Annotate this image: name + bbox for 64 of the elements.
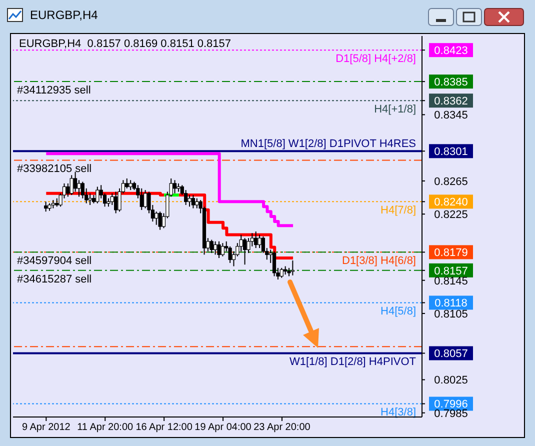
candlestick bbox=[96, 186, 100, 204]
candlestick bbox=[125, 178, 129, 189]
candlestick bbox=[140, 188, 144, 210]
x-tick-label: 11 Apr 20:00 bbox=[77, 422, 134, 434]
candlestick bbox=[114, 191, 118, 214]
candlestick bbox=[254, 230, 258, 249]
ref-line-label: D1[5/8] H4[+2/8] bbox=[336, 53, 416, 66]
candlestick bbox=[242, 238, 247, 266]
y-tick-label: 0.8265 bbox=[434, 176, 468, 188]
y-tick-label: 0.8105 bbox=[434, 308, 468, 320]
candlestick bbox=[290, 260, 294, 276]
ref-line-label: H4[5/8] bbox=[380, 306, 416, 318]
ref-line-label: #34615287 sell bbox=[17, 273, 92, 286]
y-tick-label: 0.8362 bbox=[434, 96, 468, 108]
y-tick-label: 0.8225 bbox=[434, 209, 468, 222]
candlestick bbox=[214, 240, 218, 256]
candlestick bbox=[272, 250, 276, 277]
y-tick-label: 0.7985 bbox=[434, 408, 468, 420]
ref-line-label: #33982105 sell bbox=[17, 163, 92, 176]
y-tick-label: 0.8240 bbox=[434, 196, 468, 209]
candlestick bbox=[70, 174, 74, 196]
chart-subtitle: 0.8157 0.8169 0.8151 0.8157 bbox=[87, 38, 232, 50]
candlestick bbox=[258, 234, 262, 249]
ref-line-label: MN1[5/8] W1[2/8] D1PIVOT H4RES bbox=[240, 138, 416, 150]
chart-title: EURGBP,H4 bbox=[19, 38, 82, 50]
y-tick-label: 0.8118 bbox=[434, 298, 468, 310]
candlestick bbox=[172, 180, 177, 194]
y-tick-label: 0.8345 bbox=[434, 110, 468, 122]
candlestick bbox=[88, 192, 92, 206]
x-tick-label: 23 Apr 20:00 bbox=[254, 422, 311, 434]
candlestick bbox=[158, 211, 162, 230]
candlestick bbox=[220, 242, 224, 257]
candlestick bbox=[210, 239, 214, 254]
candlestick bbox=[73, 171, 78, 192]
ref-line-label: #34597904 sell bbox=[17, 255, 92, 268]
candlestick bbox=[77, 180, 81, 198]
y-tick-label: 0.8157 bbox=[434, 265, 468, 278]
y-tick-label: 0.8145 bbox=[434, 275, 468, 288]
x-tick-label: 9 Apr 2012 bbox=[22, 422, 71, 434]
candlestick bbox=[144, 190, 148, 209]
chart-title: EURGBP,H4 bbox=[30, 8, 98, 22]
candlestick bbox=[188, 194, 192, 208]
candlestick bbox=[44, 201, 48, 212]
candlestick bbox=[154, 211, 158, 226]
ref-line-label: W1[1/8] D1[2/8] H4PIVOT bbox=[289, 356, 416, 368]
ref-line-label: D1[3/8] H4[6/8] bbox=[342, 255, 416, 268]
ref-line-label: H4[+1/8] bbox=[374, 104, 416, 116]
candlestick bbox=[217, 240, 221, 258]
y-tick-label: 0.8179 bbox=[434, 247, 468, 260]
y-tick-label: 0.8025 bbox=[434, 374, 468, 387]
candlestick bbox=[195, 198, 199, 209]
ref-line-label: H4[7/8] bbox=[380, 204, 416, 217]
candlestick bbox=[128, 180, 132, 191]
candlestick bbox=[191, 194, 196, 209]
y-tick-label: 0.8301 bbox=[434, 146, 468, 158]
ref-line-label: H4[3/8] bbox=[380, 406, 416, 419]
candlestick bbox=[280, 267, 284, 278]
ref-line-label: #34112935 sell bbox=[17, 84, 91, 97]
y-tick-label: 0.8385 bbox=[434, 76, 468, 89]
x-tick-label: 16 Apr 12:00 bbox=[136, 422, 193, 434]
x-tick-label: 19 Apr 04:00 bbox=[194, 422, 252, 434]
candlestick bbox=[228, 246, 232, 264]
y-tick-label: 0.8057 bbox=[434, 348, 468, 360]
y-tick-label: 0.8423 bbox=[434, 45, 468, 58]
